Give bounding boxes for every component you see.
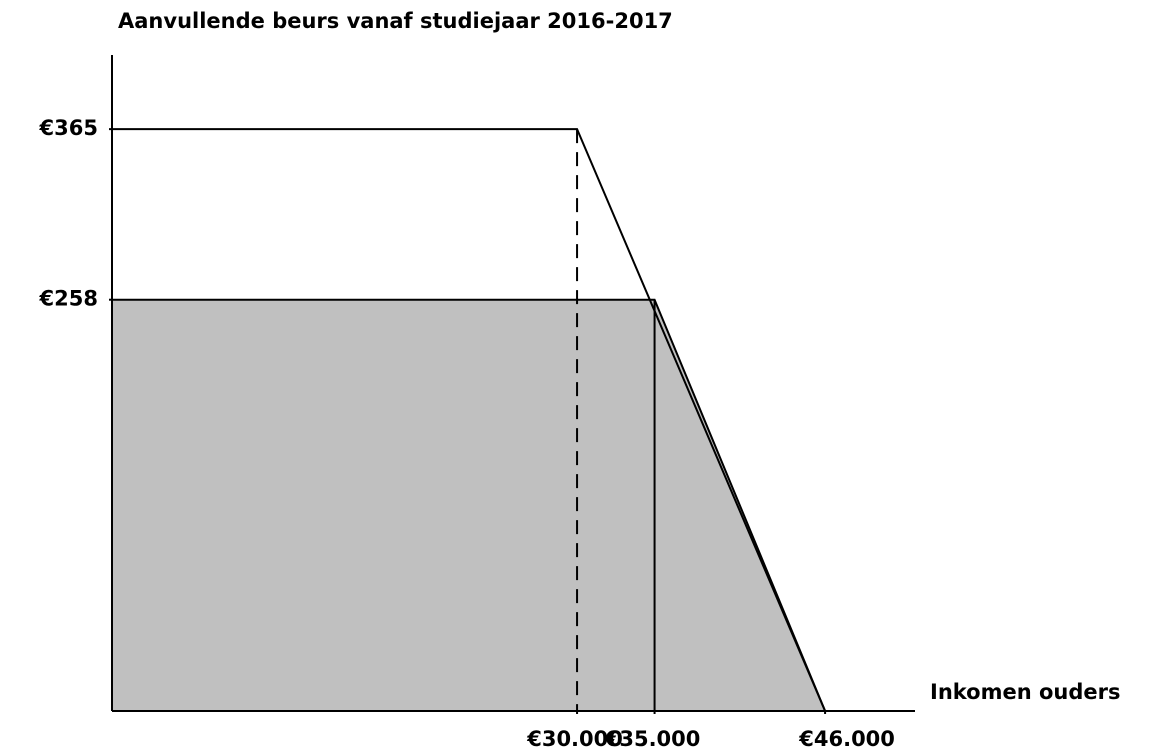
- x-tick-label: €46.000: [798, 727, 895, 751]
- y-tick-label: €258: [39, 287, 98, 311]
- x-tick-label: €30.000: [526, 727, 623, 751]
- y-tick-label: €365: [39, 116, 98, 140]
- x-tick-label: €35.000: [604, 727, 701, 751]
- chart-title: Aanvullende beurs vanaf studiejaar 2016-…: [118, 9, 673, 33]
- x-axis-label: Inkomen ouders: [930, 680, 1121, 704]
- area: [112, 299, 826, 711]
